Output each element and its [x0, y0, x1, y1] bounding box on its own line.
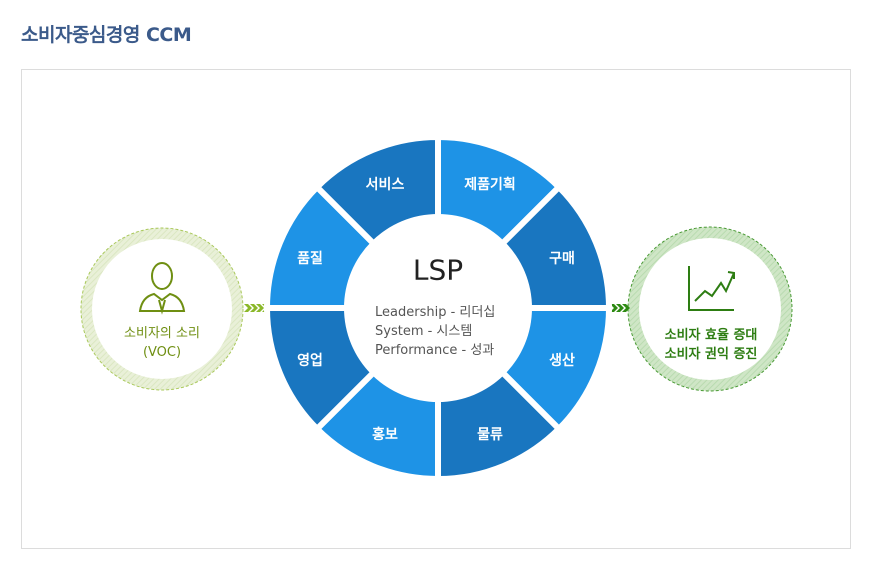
lsp-title: LSP [412, 253, 464, 287]
lsp-performance: Performance - 성과 [375, 343, 495, 358]
result-text: 소비자 효율 증대 소비자 권익 증진 [665, 326, 758, 364]
voc-text: 소비자의 소리 (VOC) [124, 324, 200, 362]
segment-quality: 품질 [297, 251, 323, 267]
segment-purchase: 구매 [549, 251, 575, 267]
chevron-icon [622, 304, 630, 312]
segment-service: 서비스 [365, 177, 405, 193]
chevron-icon [616, 304, 624, 312]
chevron-icon [244, 304, 252, 312]
growth-chart-icon [688, 266, 735, 311]
segment-logistics: 물류 [477, 427, 503, 443]
voc-line1: 소비자의 소리 [124, 326, 200, 341]
result-line2: 소비자 권익 증진 [664, 347, 758, 362]
lsp-center [344, 214, 532, 402]
voc-line2: (VOC) [142, 345, 182, 360]
lsp-description: Leadership - 리더십 System - 시스템 Performanc… [375, 303, 495, 360]
lsp-leadership: Leadership - 리더십 [375, 305, 496, 320]
chevron-icon [250, 304, 258, 312]
person-icon [138, 262, 186, 315]
page-title: 소비자중심경영 CCM [21, 24, 192, 46]
lsp-system: System - 시스템 [375, 324, 473, 339]
segment-promotion: 홍보 [372, 427, 398, 443]
segment-planning: 제품기획 [464, 177, 516, 193]
diagram-container [21, 69, 851, 549]
segment-production: 생산 [549, 353, 575, 369]
result-line1: 소비자 효율 증대 [664, 328, 758, 343]
segment-sales: 영업 [297, 353, 323, 369]
chevron-icon [256, 304, 264, 312]
